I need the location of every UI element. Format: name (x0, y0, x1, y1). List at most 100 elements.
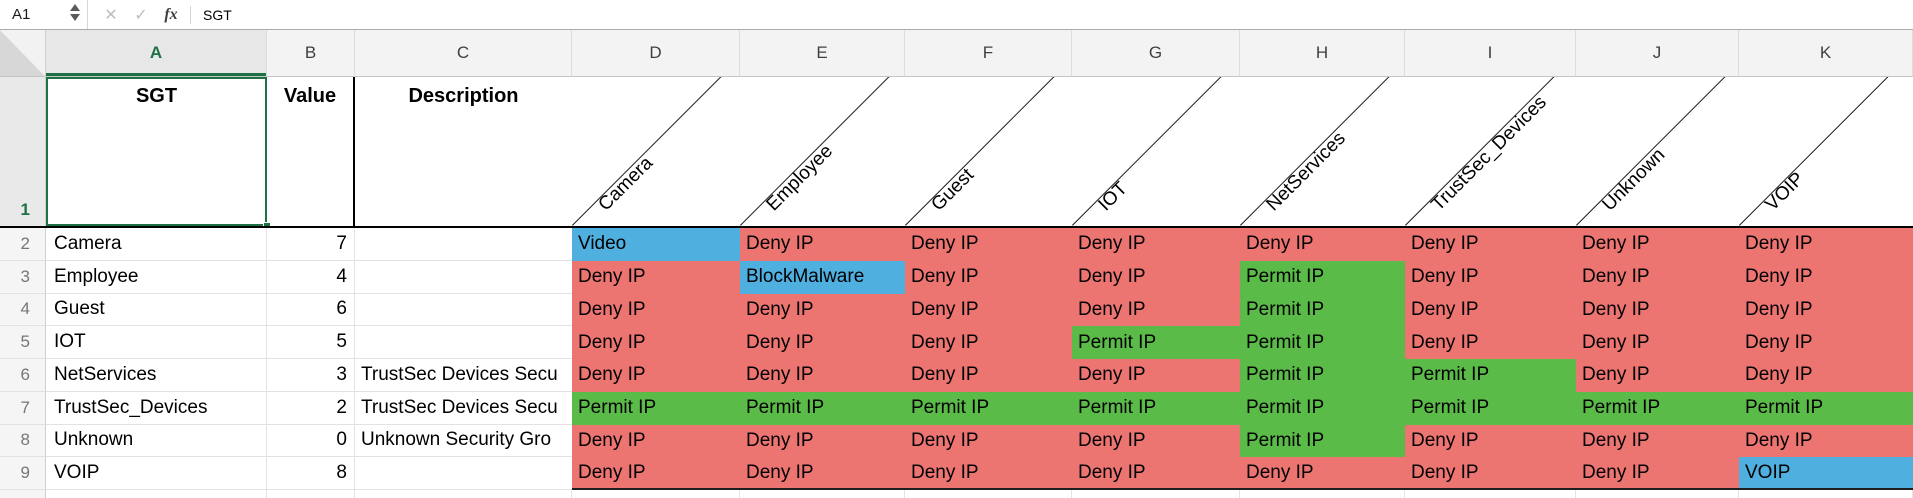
cell-B2[interactable]: 7 (267, 228, 355, 261)
cell-K4[interactable]: Deny IP (1739, 293, 1913, 327)
cell-A8[interactable]: Unknown (46, 424, 267, 458)
cell-C2[interactable] (355, 228, 572, 261)
column-header-C[interactable]: C (355, 30, 572, 77)
cell-I9[interactable]: Deny IP (1405, 457, 1576, 490)
cell-D4[interactable]: Deny IP (572, 293, 740, 327)
cell-C4[interactable] (355, 294, 572, 327)
matrix-column-header-Guest[interactable]: Guest (905, 77, 1072, 226)
cell-B5[interactable]: 5 (267, 326, 355, 359)
cell-F6[interactable]: Deny IP (905, 359, 1072, 392)
confirm-icon[interactable]: ✓ (134, 6, 148, 24)
cell-I2[interactable]: Deny IP (1405, 228, 1576, 261)
cell-E9[interactable]: Deny IP (740, 457, 905, 490)
cell-F3[interactable]: Deny IP (905, 260, 1072, 294)
column-header-A[interactable]: A (46, 30, 267, 77)
cell-E3[interactable]: BlockMalware (740, 260, 905, 294)
cell-A5[interactable]: IOT (46, 326, 267, 359)
cell-H5[interactable]: Permit IP (1240, 326, 1405, 359)
cell-H6[interactable]: Permit IP (1240, 359, 1405, 392)
cell-I4[interactable]: Deny IP (1405, 293, 1576, 327)
function-icon[interactable]: fx (164, 5, 178, 23)
cell-B8[interactable]: 0 (267, 424, 355, 458)
cell-E4[interactable]: Deny IP (740, 293, 905, 327)
matrix-column-header-VOIP[interactable]: VOIP (1739, 77, 1913, 226)
cell-B7[interactable]: 2 (267, 391, 355, 425)
cell-F7[interactable]: Permit IP (905, 391, 1072, 425)
cancel-icon[interactable]: ✕ (104, 6, 118, 24)
matrix-column-header-TrustSec_Devices[interactable]: TrustSec_Devices (1405, 77, 1576, 226)
row-header-9[interactable]: 9 (0, 457, 46, 490)
cell-G9[interactable]: Deny IP (1072, 457, 1240, 490)
column-header-E[interactable]: E (740, 30, 905, 77)
column-header-G[interactable]: G (1072, 30, 1240, 77)
cell-G2[interactable]: Deny IP (1072, 228, 1240, 261)
cell-C5[interactable] (355, 326, 572, 359)
cell-J3[interactable]: Deny IP (1576, 260, 1739, 294)
select-all-corner[interactable] (0, 30, 46, 77)
formula-input[interactable]: SGT (203, 6, 232, 23)
cell-name-box[interactable]: A1 (0, 0, 88, 29)
cell-B9[interactable]: 8 (267, 457, 355, 490)
cell-B6[interactable]: 3 (267, 359, 355, 392)
cell-K6[interactable]: Deny IP (1739, 359, 1913, 392)
cell-I6[interactable]: Permit IP (1405, 359, 1576, 392)
cell-A6[interactable]: NetServices (46, 359, 267, 392)
column-header-H[interactable]: H (1240, 30, 1405, 77)
matrix-column-header-Camera[interactable]: Camera (572, 77, 740, 226)
cell-D5[interactable]: Deny IP (572, 326, 740, 359)
cell-H3[interactable]: Permit IP (1240, 260, 1405, 294)
selection-fill-handle[interactable] (263, 222, 271, 226)
row-header-2[interactable]: 2 (0, 228, 46, 261)
cell-D7[interactable]: Permit IP (572, 391, 740, 425)
cell-I8[interactable]: Deny IP (1405, 424, 1576, 458)
cell-D6[interactable]: Deny IP (572, 359, 740, 392)
cell-G4[interactable]: Deny IP (1072, 293, 1240, 327)
row-header-partial[interactable] (0, 490, 46, 498)
cell-C3[interactable] (355, 261, 572, 294)
spinner-down-icon[interactable] (70, 14, 80, 21)
cell-G3[interactable]: Deny IP (1072, 260, 1240, 294)
row-header-7[interactable]: 7 (0, 391, 46, 425)
cell-F5[interactable]: Deny IP (905, 326, 1072, 359)
column-header-I[interactable]: I (1405, 30, 1576, 77)
spinner-up-icon[interactable] (70, 4, 80, 11)
cell-K3[interactable]: Deny IP (1739, 260, 1913, 294)
cell-G7[interactable]: Permit IP (1072, 391, 1240, 425)
row-header-1[interactable]: 1 (0, 77, 46, 226)
cell-A3[interactable]: Employee (46, 260, 267, 294)
cell-B3[interactable]: 4 (267, 260, 355, 294)
cell-F4[interactable]: Deny IP (905, 293, 1072, 327)
cell-E5[interactable]: Deny IP (740, 326, 905, 359)
matrix-column-header-NetServices[interactable]: NetServices (1240, 77, 1405, 226)
cell-A4[interactable]: Guest (46, 293, 267, 327)
cell-D9[interactable]: Deny IP (572, 457, 740, 490)
cell-I7[interactable]: Permit IP (1405, 391, 1576, 425)
cell-J2[interactable]: Deny IP (1576, 228, 1739, 261)
cell-H9[interactable]: Deny IP (1240, 457, 1405, 490)
cell-B4[interactable]: 6 (267, 293, 355, 327)
cell-H7[interactable]: Permit IP (1240, 391, 1405, 425)
cell-K7[interactable]: Permit IP (1739, 391, 1913, 425)
cell-E2[interactable]: Deny IP (740, 228, 905, 261)
matrix-column-header-Unknown[interactable]: Unknown (1576, 77, 1739, 226)
cell-G6[interactable]: Deny IP (1072, 359, 1240, 392)
cell-A1-selected[interactable]: SGT (46, 77, 271, 226)
column-header-B[interactable]: B (267, 30, 355, 77)
cell-H4[interactable]: Permit IP (1240, 293, 1405, 327)
cell-K9[interactable]: VOIP (1739, 457, 1913, 490)
cell-F9[interactable]: Deny IP (905, 457, 1072, 490)
column-header-F[interactable]: F (905, 30, 1072, 77)
cell-C8[interactable]: Unknown Security Gro (355, 425, 572, 458)
cell-F2[interactable]: Deny IP (905, 228, 1072, 261)
cell-G8[interactable]: Deny IP (1072, 424, 1240, 458)
cell-K5[interactable]: Deny IP (1739, 326, 1913, 359)
cell-J6[interactable]: Deny IP (1576, 359, 1739, 392)
matrix-column-header-Employee[interactable]: Employee (740, 77, 905, 226)
cell-E6[interactable]: Deny IP (740, 359, 905, 392)
column-header-J[interactable]: J (1576, 30, 1739, 77)
cell-J4[interactable]: Deny IP (1576, 293, 1739, 327)
cell-J7[interactable]: Permit IP (1576, 391, 1739, 425)
cell-A9[interactable]: VOIP (46, 457, 267, 490)
cell-A7[interactable]: TrustSec_Devices (46, 391, 267, 425)
cell-B1[interactable]: Value (267, 77, 355, 226)
